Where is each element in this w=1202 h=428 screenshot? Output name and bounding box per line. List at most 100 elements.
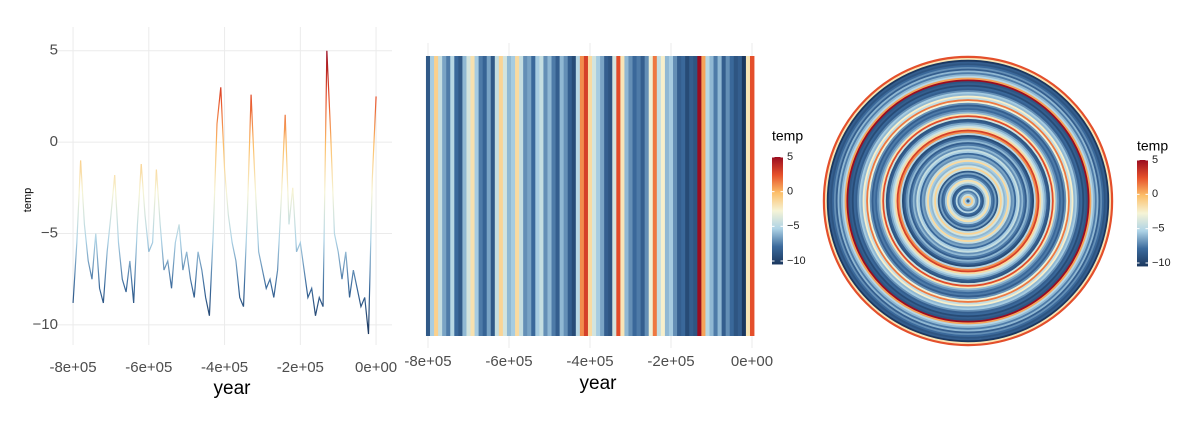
stripe xyxy=(547,56,552,336)
stripe xyxy=(713,56,718,336)
stripe xyxy=(592,56,597,336)
stripe xyxy=(668,56,674,336)
ring xyxy=(905,138,1031,264)
ring xyxy=(955,188,981,214)
ring xyxy=(942,175,994,227)
stripe xyxy=(442,56,447,336)
stripe xyxy=(543,56,548,336)
stripe xyxy=(458,56,463,336)
ring xyxy=(912,145,1024,257)
ring xyxy=(851,84,1085,318)
ring xyxy=(915,148,1021,254)
legend-label: 5 xyxy=(787,151,793,163)
ring xyxy=(923,156,1013,246)
legend-label: 5 xyxy=(1152,154,1158,166)
ring xyxy=(914,147,1022,255)
ring xyxy=(921,154,1015,248)
stripe xyxy=(737,56,743,336)
stripe xyxy=(660,56,666,336)
x-tick-label: -2e+05 xyxy=(647,353,694,370)
ring xyxy=(849,82,1087,320)
stripe xyxy=(616,56,621,336)
ring xyxy=(890,123,1046,279)
colorbar xyxy=(1137,160,1148,267)
ring xyxy=(948,181,988,221)
ring xyxy=(824,57,1112,345)
ring xyxy=(896,129,1040,273)
stripe xyxy=(425,56,431,336)
ring xyxy=(930,163,1006,239)
stripe xyxy=(673,56,678,336)
stripe xyxy=(709,56,714,336)
stripe xyxy=(721,56,727,336)
ring xyxy=(835,68,1101,334)
stripe xyxy=(579,56,585,336)
stripe xyxy=(628,56,633,336)
legend-label: −5 xyxy=(1152,223,1165,235)
ring xyxy=(935,168,1001,234)
stripe xyxy=(636,56,642,336)
x-tick-label: -8e+05 xyxy=(404,353,451,370)
ring xyxy=(860,93,1076,309)
ring xyxy=(878,111,1058,291)
stripe xyxy=(523,56,528,336)
stripe xyxy=(470,56,475,336)
colorbar xyxy=(772,157,783,265)
ring xyxy=(876,109,1060,293)
ring xyxy=(847,80,1089,322)
y-tick-label: 5 xyxy=(50,42,58,59)
stripe xyxy=(575,56,581,336)
ring xyxy=(872,105,1064,297)
stripe xyxy=(486,56,492,336)
ring xyxy=(853,86,1083,316)
temp-line xyxy=(72,50,377,335)
stripe xyxy=(502,56,508,336)
x-tick-label: -6e+05 xyxy=(485,353,532,370)
ring xyxy=(829,62,1107,340)
stripe xyxy=(664,56,670,336)
stripe xyxy=(430,56,435,336)
stripe xyxy=(494,56,500,336)
ring xyxy=(822,55,1114,347)
ring xyxy=(837,70,1099,332)
stripe xyxy=(434,56,439,336)
stripe xyxy=(632,56,637,336)
y-tick-label: −5 xyxy=(41,224,58,241)
stripe xyxy=(741,56,747,336)
ring xyxy=(949,182,987,220)
stripe xyxy=(498,56,504,336)
ring xyxy=(869,102,1067,300)
ring xyxy=(908,141,1028,261)
ring xyxy=(906,139,1030,263)
x-tick-label: 0e+00 xyxy=(355,359,397,376)
legend-label: −10 xyxy=(787,255,806,267)
stripe xyxy=(604,56,609,336)
stripe xyxy=(474,56,480,336)
stripe xyxy=(685,56,690,336)
ring xyxy=(883,116,1053,286)
stripe xyxy=(652,56,658,336)
legend-label: 0 xyxy=(787,186,793,198)
stripe xyxy=(717,56,723,336)
ring xyxy=(903,136,1033,266)
ring xyxy=(926,159,1010,243)
ring xyxy=(897,130,1039,272)
x-axis-title: year xyxy=(580,373,618,394)
stripe xyxy=(648,56,654,336)
stripe xyxy=(490,56,496,336)
x-tick-label: -2e+05 xyxy=(277,359,324,376)
stripe xyxy=(438,56,443,336)
ring xyxy=(928,161,1008,241)
ring xyxy=(966,199,970,203)
stripe xyxy=(624,56,629,336)
stripe xyxy=(640,56,646,336)
x-tick-label: -6e+05 xyxy=(125,359,172,376)
ring xyxy=(924,157,1012,245)
stripe xyxy=(567,56,573,336)
stripe xyxy=(587,56,593,336)
stripe xyxy=(535,56,540,336)
stripe xyxy=(733,56,739,336)
ring xyxy=(844,77,1092,325)
legend-title: temp xyxy=(772,128,803,144)
